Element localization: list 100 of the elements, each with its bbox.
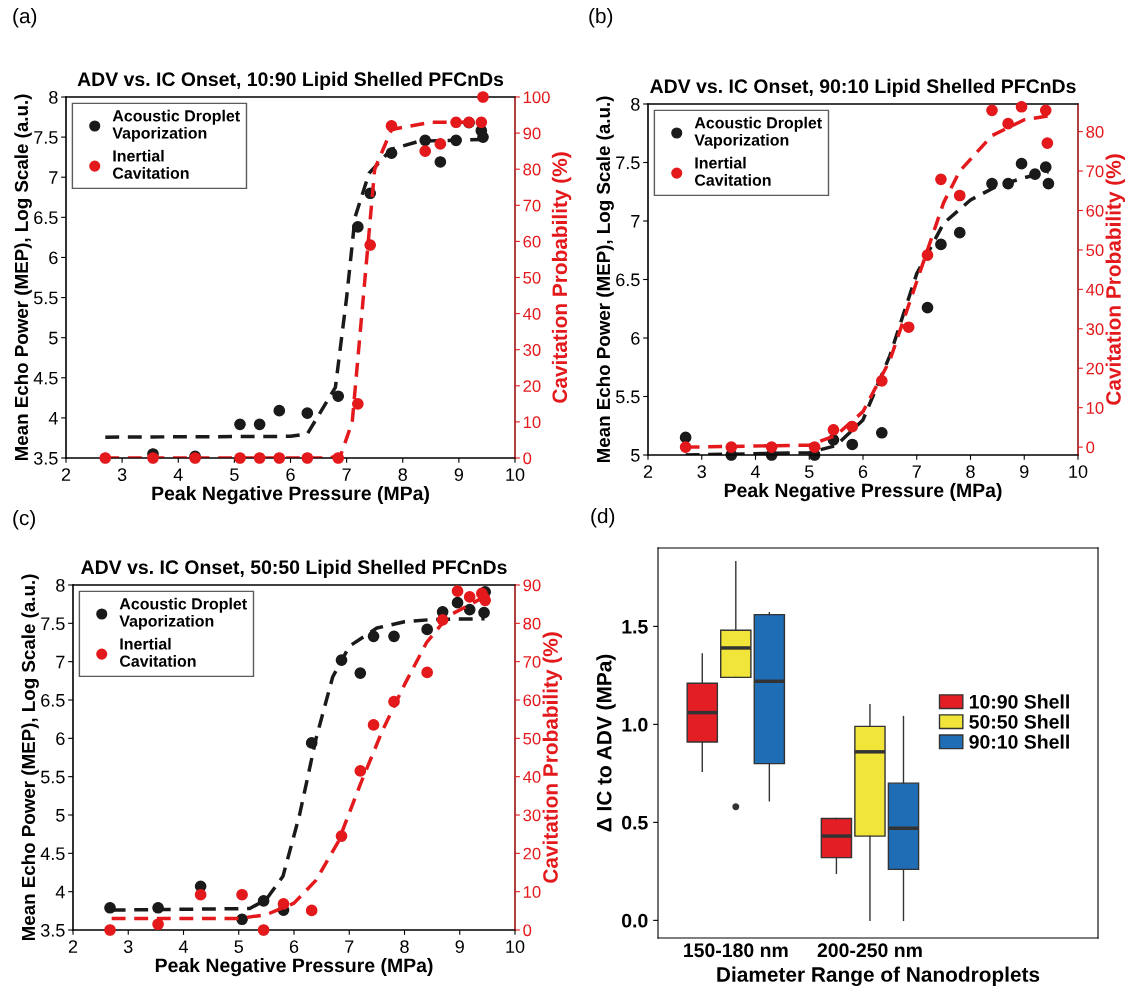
y-tick-label: 5 xyxy=(631,449,640,462)
y2-tick-label: 60 xyxy=(1086,204,1104,217)
chart-title: ADV vs. IC Onset, 50:50 Lipid Shelled PFCnDs xyxy=(81,559,507,578)
y2-tick-label: 60 xyxy=(523,694,541,707)
y-tick-label: 6 xyxy=(49,251,58,265)
y-tick-label: 8 xyxy=(49,90,58,104)
y2-tick-label: 90 xyxy=(523,579,541,592)
y-tick-label: 4 xyxy=(55,885,65,899)
y-axis-title: Mean Echo Power (MEP), Log Scale (a.u.) xyxy=(596,96,614,463)
y2-axis-title: Cavitation Probability (%) xyxy=(542,632,562,883)
y-tick-label: 5.5 xyxy=(33,291,58,305)
y-tick-label: 0.5 xyxy=(622,815,648,830)
y-tick-label: 5.5 xyxy=(615,390,640,404)
x-tick-label: 2 xyxy=(643,465,653,478)
y2-tick-label: 50 xyxy=(523,271,541,284)
legend-label: 90:10 Shell xyxy=(969,734,1069,749)
y-tick-label: 6 xyxy=(631,331,640,345)
y2-tick-label: 100 xyxy=(523,91,550,104)
y-tick-label: 5.5 xyxy=(40,770,65,784)
legend-label: 50:50 Shell xyxy=(969,714,1069,729)
y-tick-label: 4.5 xyxy=(40,847,65,861)
y-tick-label: 7 xyxy=(56,655,65,669)
chart-title: ADV vs. IC Onset, 10:90 Lipid Shelled PFCnDs xyxy=(77,71,504,90)
x-axis-title: Peak Negative Pressure (MPa) xyxy=(724,482,1002,502)
y-tick-label: 7 xyxy=(49,171,58,184)
y-tick-label: 5 xyxy=(56,809,65,822)
y-axis-title: Mean Echo Power (MEP), Log Scale (a.u.) xyxy=(14,94,32,461)
legend-label: 10:90 Shell xyxy=(969,694,1069,709)
x-tick-label: 2 xyxy=(68,940,78,953)
text: (a) xyxy=(13,8,37,28)
y-axis-title: Δ IC to ADV (MPa) xyxy=(596,654,616,832)
x-tick-label: 5 xyxy=(234,940,244,953)
x-tick-label: 9 xyxy=(455,940,464,953)
y-tick-label: 4 xyxy=(48,412,58,425)
legend-label: Inertial Cavitation xyxy=(694,156,771,186)
text: (c) xyxy=(13,510,35,530)
y2-tick-label: 80 xyxy=(1086,126,1104,138)
y2-tick-label: 0 xyxy=(1086,441,1095,454)
y2-tick-label: 70 xyxy=(1086,165,1104,178)
x-tick-label: 6 xyxy=(858,465,868,478)
y2-tick-label: 10 xyxy=(523,886,541,898)
y-tick-label: 5 xyxy=(49,331,58,345)
x-axis-title: Peak Negative Pressure (MPa) xyxy=(155,957,433,977)
y2-tick-label: 40 xyxy=(523,308,541,320)
text: (b) xyxy=(589,8,613,28)
x-tick-label: 4 xyxy=(750,465,760,478)
text: (d) xyxy=(591,508,615,528)
y-tick-label: 8 xyxy=(631,97,640,111)
y2-axis-title: Cavitation Probability (%) xyxy=(551,152,572,403)
y2-tick-label: 0 xyxy=(523,924,532,937)
y-tick-label: 6.5 xyxy=(34,211,58,225)
legend-label: Acoustic Droplet Vaporization xyxy=(119,597,247,630)
y-tick-label: 4.5 xyxy=(33,371,58,385)
x-tick-label: 10 xyxy=(506,468,525,481)
x-tick-label: 8 xyxy=(398,468,407,481)
y-tick-label: 6 xyxy=(56,732,65,746)
x-tick-label: 10 xyxy=(1069,465,1088,478)
y2-tick-label: 80 xyxy=(523,163,541,176)
x-tick-label: 10 xyxy=(506,940,525,953)
x-tick-label: 8 xyxy=(966,465,975,478)
legend-label: Inertial Cavitation xyxy=(119,637,196,667)
y2-tick-label: 10 xyxy=(1086,402,1104,414)
x-tick-label: 2 xyxy=(61,468,71,481)
y2-tick-label: 20 xyxy=(1086,362,1104,375)
y-tick-label: 3.5 xyxy=(33,451,58,465)
y-tick-label: 1.5 xyxy=(622,620,648,634)
y2-tick-label: 50 xyxy=(1086,244,1104,257)
x-tick-label: 7 xyxy=(345,940,354,953)
y2-axis-title: Cavitation Probability (%) xyxy=(1105,154,1125,405)
legend-label: Acoustic Droplet Vaporization xyxy=(694,116,822,149)
y2-tick-label: 60 xyxy=(523,235,541,248)
y2-tick-label: 40 xyxy=(1086,283,1104,296)
y2-tick-label: 30 xyxy=(523,344,541,356)
x-tick-label: 9 xyxy=(1020,465,1029,478)
x-tick-label: 6 xyxy=(286,468,295,481)
x-tick-label: 3 xyxy=(697,465,706,478)
y2-tick-label: 40 xyxy=(523,771,541,783)
y2-tick-label: 70 xyxy=(523,199,541,212)
x-tick-label: 7 xyxy=(912,465,921,478)
y-tick-label: 8 xyxy=(56,578,65,592)
legend-label: Inertial Cavitation xyxy=(112,149,189,179)
y-tick-label: 7.5 xyxy=(34,131,58,144)
chart-title: ADV vs. IC Onset, 90:10 Lipid Shelled PFCnDs xyxy=(650,78,1076,97)
legend-label: Acoustic Droplet Vaporization xyxy=(112,109,240,142)
y2-tick-label: 0 xyxy=(523,452,532,465)
y2-tick-label: 10 xyxy=(523,416,541,429)
y-tick-label: 6.5 xyxy=(616,273,640,287)
y-tick-label: 7.5 xyxy=(41,617,65,631)
x-axis-title: Diameter Range of Nanodroplets xyxy=(717,966,1040,987)
y-tick-label: 0.0 xyxy=(622,913,648,928)
x-tick-label: 3 xyxy=(117,468,127,481)
y-tick-label: 1.0 xyxy=(622,717,648,732)
x-tick-label: 4 xyxy=(173,468,183,481)
x-tick-label: 5 xyxy=(230,468,239,481)
x-tick-label: 6 xyxy=(289,940,299,953)
y2-tick-label: 70 xyxy=(523,656,541,668)
y-tick-label: 7.5 xyxy=(616,156,640,170)
x-tick-label: 5 xyxy=(804,465,814,478)
x-tick-label: 3 xyxy=(123,940,133,953)
y2-tick-label: 90 xyxy=(523,127,541,140)
